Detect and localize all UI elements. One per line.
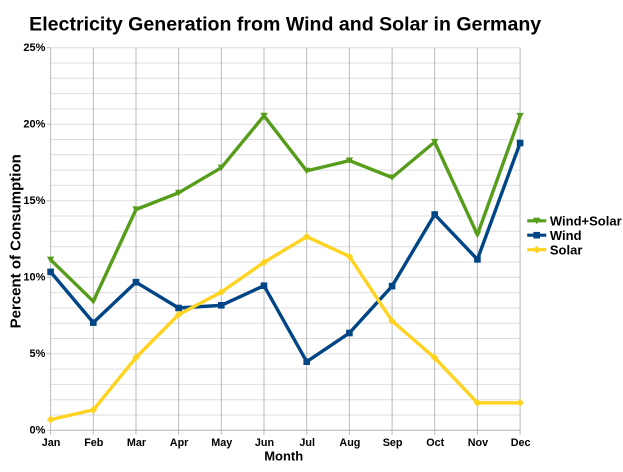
svg-text:Feb: Feb: [84, 437, 104, 449]
svg-text:Wind: Wind: [550, 228, 582, 243]
svg-text:Sep: Sep: [383, 437, 403, 449]
svg-text:5%: 5%: [29, 348, 45, 360]
svg-text:25%: 25%: [23, 42, 45, 54]
svg-text:20%: 20%: [23, 118, 45, 130]
svg-text:Jul: Jul: [299, 437, 315, 449]
svg-text:Solar: Solar: [550, 242, 583, 257]
svg-text:10%: 10%: [23, 272, 45, 284]
svg-text:Jun: Jun: [255, 437, 274, 449]
svg-text:Oct: Oct: [426, 437, 444, 449]
svg-text:0%: 0%: [29, 425, 45, 437]
svg-text:Apr: Apr: [170, 437, 189, 449]
svg-text:Month: Month: [264, 449, 303, 464]
svg-text:Nov: Nov: [468, 437, 488, 449]
svg-text:15%: 15%: [23, 195, 45, 207]
svg-text:Dec: Dec: [511, 437, 531, 449]
svg-text:Mar: Mar: [127, 437, 147, 449]
svg-text:Electricity Generation from Wi: Electricity Generation from Wind and Sol…: [29, 14, 541, 36]
svg-text:Wind+Solar: Wind+Solar: [550, 213, 622, 228]
svg-text:Aug: Aug: [339, 437, 360, 449]
svg-text:May: May: [211, 437, 232, 449]
svg-text:Jan: Jan: [42, 437, 61, 449]
svg-text:Percent of Consumption: Percent of Consumption: [7, 154, 24, 328]
